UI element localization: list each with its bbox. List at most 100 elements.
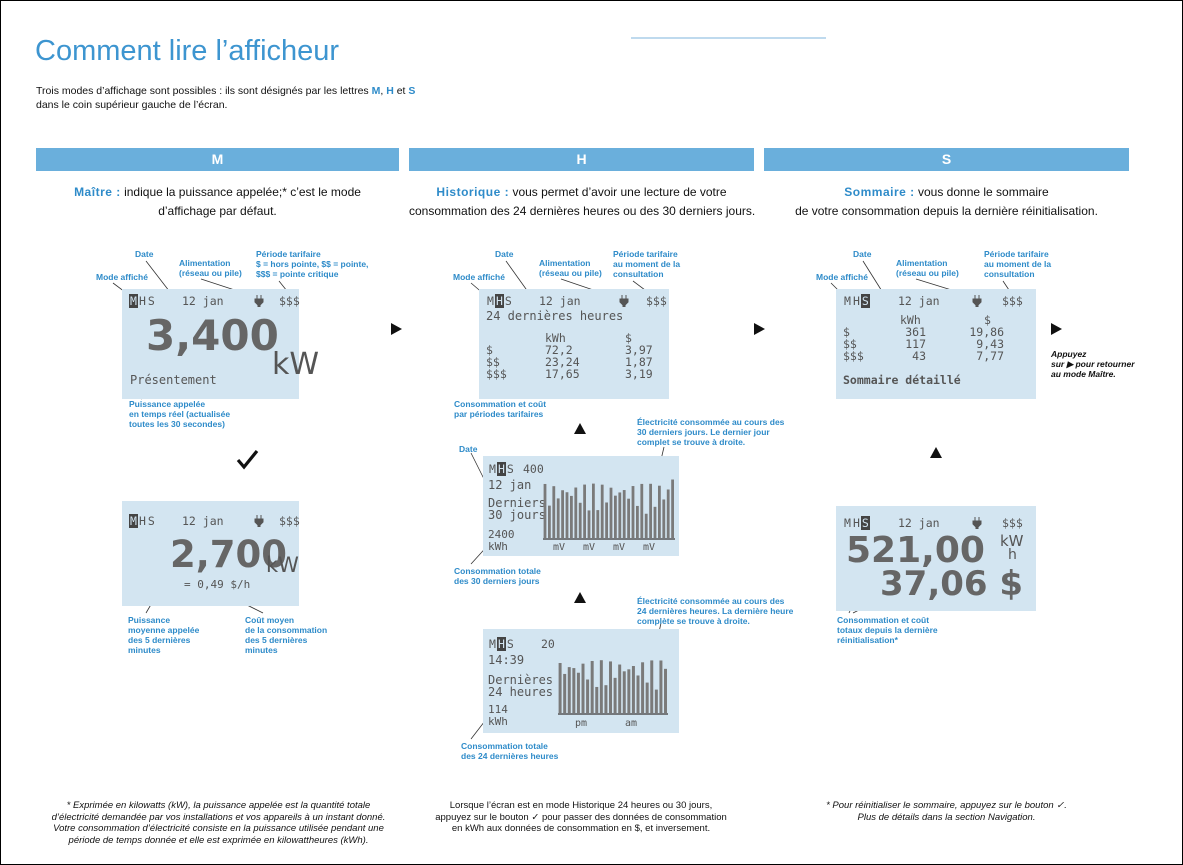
annotation: Période tarifaire $ = hors pointe, $$ = p… [256,249,368,279]
table-header: kWh [900,313,921,327]
lcd-bar [592,483,595,538]
unit: h [1008,547,1017,563]
mode-letter: M [487,294,494,308]
mode-letter: S [408,85,416,97]
footnote-line: appuyez sur le bouton ✓ pour passer des … [435,811,727,823]
description: Maître : indique la puissance appelée;* … [36,185,399,199]
lcd-bar [664,668,667,713]
caption: 24 dernières heures [486,309,624,323]
footnote-line: d’électricité demandée par vos installat… [51,811,386,823]
annotation-line: complète se trouve à droite. [637,616,750,626]
intro-text: , [380,85,384,97]
table-cell: $ [486,343,493,357]
lcd-bar [627,669,631,713]
lcd-bar [653,506,657,538]
annotation-line: des 5 dernières [128,635,191,645]
annotation-line: Électricité consommée au cours des [637,596,785,606]
date: 12 jan [182,294,224,308]
annotation-line: de la consommation [245,625,328,635]
annotation-line: Mode affiché [96,272,148,282]
lcd-bar [618,492,622,538]
plug-icon [972,517,982,529]
plug-icon [619,295,629,307]
mode-letter: S [147,514,155,528]
arrow-right [1051,323,1062,335]
annotation: Consommation et coût par périodes tarifai… [454,399,546,419]
intro-text: et [396,85,406,97]
lcd-bar [567,667,571,713]
lcd-bar [658,485,661,538]
lcd-bar [548,505,551,538]
arrow-right [754,323,765,335]
table-cell: 43 [912,349,926,363]
date: 12 jan [898,294,940,308]
lcd-bar [543,483,547,538]
arrow-up [574,592,586,603]
annotation-line: Date [495,249,514,259]
annotation-line: Puissance appelée [129,399,206,409]
annotation-line: Période tarifaire [613,249,678,259]
table-cell: $$$ [486,367,507,381]
mode-letter: S [506,462,514,476]
tariff: $$$ [646,294,667,308]
annotation-line: minutes [245,645,278,655]
table-cell: 1,87 [625,355,653,369]
lcd-bar [596,510,600,538]
plug-icon [254,295,264,307]
mode-letter: S [506,637,514,651]
plug-icon [254,515,264,527]
lcd-bar [556,498,560,538]
intro-line: Trois modes d’affichage sont possibles :… [36,85,415,97]
mode-letter: M [489,637,496,651]
annotation-line: 24 dernières heures. La dernière heure [637,606,794,616]
term: Maître : [74,185,121,199]
column-header: H [409,148,754,171]
mode-letter: S [147,294,155,308]
annotation-line: sur ▶ pour retourner [1051,359,1135,369]
lcd-bar [558,663,562,713]
annotation: Mode affiché [96,272,148,282]
mode-letter: H [852,294,860,308]
axis-label: mV [643,542,656,553]
lcd-bar [636,505,639,538]
mode-letter: S [860,516,870,530]
caption: Sommaire détaillé [843,373,961,387]
value: 3,400 [146,311,279,360]
element [254,295,264,307]
annotation-line: 30 derniers jours. Le dernier jour [637,427,770,437]
scale: 20 [541,637,555,651]
annotation-line: au moment de la [984,259,1052,269]
lcd-bar [563,673,567,713]
annotation: Consommation totale des 24 dernières heur… [461,741,558,761]
footnote-line: * Pour réinitialiser le sommaire, appuye… [826,800,1067,811]
axis-label: mV [613,542,626,553]
footnote-line: Lorsque l’écran est en mode Historique 2… [449,800,713,811]
unit: kWh [488,715,508,728]
lcd-bar [622,671,626,713]
cost: 37,06 $ [880,564,1024,604]
lcd-bar [599,660,603,713]
annotation-line: Période tarifaire [984,249,1049,259]
element [972,517,982,529]
annotation: Date [135,249,153,259]
caption: 30 jours [488,508,546,522]
annotation: Mode affiché [816,272,868,282]
title: Comment lire l’afficheur [35,35,340,67]
lcd-bar [636,675,640,713]
caption: Dernières [488,673,554,687]
table-cell: 361 [905,325,926,339]
description-text: vous donne le sommaire [917,185,1049,199]
table-cell: 19,86 [969,325,1004,339]
check-icon [236,449,259,470]
lcd-bar [587,510,591,538]
annotation-line: au moment de la [613,259,681,269]
annotation-line: moyenne appelée [128,625,200,635]
